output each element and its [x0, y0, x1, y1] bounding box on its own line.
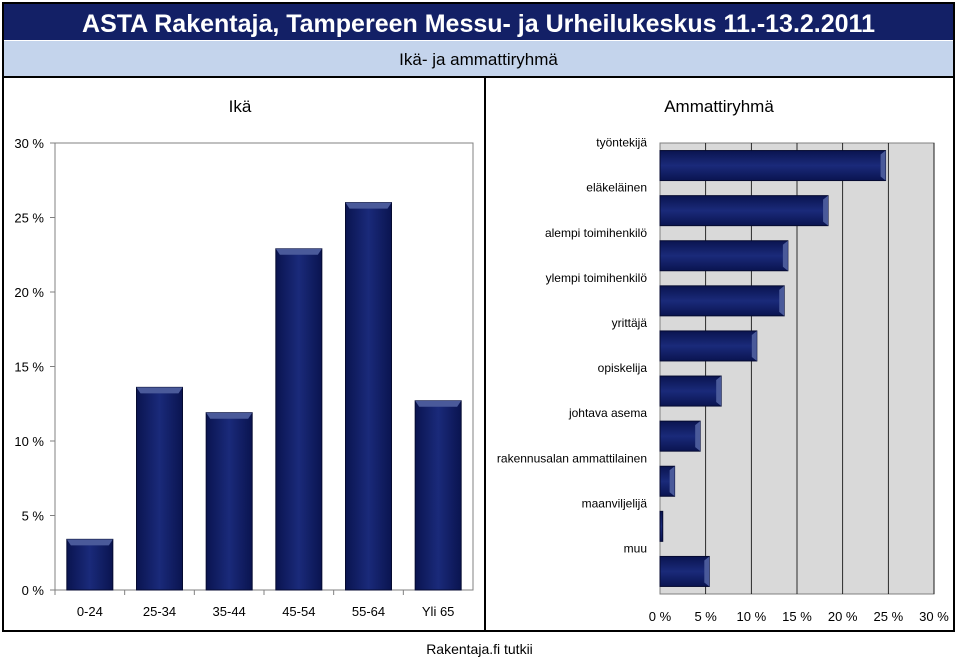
- occupation-category-label: johtava asema: [568, 406, 647, 420]
- age-y-tick-label: 20 %: [14, 285, 44, 300]
- occupation-bar-bevel: [823, 195, 829, 226]
- age-y-tick-label: 0 %: [22, 583, 45, 598]
- age-bar-bevel: [206, 412, 253, 419]
- occupation-bar-bevel: [716, 376, 722, 407]
- age-y-tick-label: 30 %: [14, 136, 44, 151]
- occupation-bar-bevel: [779, 285, 785, 316]
- age-y-tick-label: 5 %: [22, 509, 45, 524]
- occupation-category-label: rakennusalan ammattilainen: [497, 451, 647, 465]
- occupation-x-tick-label: 25 %: [874, 609, 904, 624]
- age-x-tick-label: 0-24: [77, 604, 103, 619]
- age-x-tick-label: 35-44: [213, 604, 246, 619]
- right-chart-title: Ammattiryhmä: [664, 97, 774, 116]
- occupation-bar: [659, 420, 701, 452]
- age-x-tick-label: 25-34: [143, 604, 176, 619]
- age-y-tick-label: 10 %: [14, 434, 44, 449]
- age-bar: [345, 202, 392, 591]
- occupation-bar: [659, 240, 789, 272]
- occupation-bar: [659, 510, 664, 542]
- occupation-category-label: muu: [624, 541, 647, 555]
- age-bar-bevel: [136, 387, 183, 394]
- occupation-category-label: alempi toimihenkilö: [545, 226, 647, 240]
- occupation-bar: [659, 555, 710, 587]
- age-bar-bevel: [275, 248, 322, 255]
- page-title: ASTA Rakentaja, Tampereen Messu- ja Urhe…: [4, 4, 953, 40]
- occupation-bar-bevel: [751, 330, 757, 361]
- age-x-tick-label: 45-54: [282, 604, 315, 619]
- occupation-x-tick-label: 0 %: [649, 609, 672, 624]
- left-chart-title: Ikä: [229, 97, 252, 116]
- occupation-bar-bevel: [782, 240, 788, 271]
- occupation-category-label: maanviljelijä: [582, 496, 648, 510]
- age-y-tick-label: 25 %: [14, 211, 44, 226]
- chart-frame: [2, 2, 955, 632]
- occupation-category-label: opiskelija: [598, 361, 648, 375]
- occupation-x-tick-label: 10 %: [737, 609, 767, 624]
- occupation-category-label: yrittäjä: [612, 316, 648, 330]
- occupation-bar: [659, 375, 722, 407]
- age-bar: [66, 538, 114, 591]
- age-x-tick-label: 55-64: [352, 604, 385, 619]
- panel-divider: [484, 78, 486, 632]
- occupation-x-tick-label: 15 %: [782, 609, 812, 624]
- age-bar: [275, 248, 323, 591]
- age-bar: [414, 400, 462, 591]
- age-bar-bevel: [66, 539, 113, 546]
- occupation-bar: [659, 285, 785, 317]
- page-subtitle: Ikä- ja ammattiryhmä: [4, 40, 953, 78]
- occupation-x-tick-label: 5 %: [694, 609, 717, 624]
- occupation-bar-bevel: [704, 556, 710, 587]
- chart-canvas: Ikä Ammattiryhmä 0 % 5 % 10 % 15 % 20 % 25 % 3…: [14, 97, 949, 624]
- age-bar-bevel: [415, 400, 462, 407]
- occupation-bar: [659, 330, 758, 362]
- occupation-bar-bevel: [695, 421, 701, 452]
- occupation-bar: [659, 195, 829, 227]
- source-note: Rakentaja.fi tutkii: [426, 641, 533, 657]
- age-y-tick-label: 15 %: [14, 360, 44, 375]
- age-x-tick-label: Yli 65: [422, 604, 455, 619]
- occupation-x-tick-label: 30 %: [919, 609, 949, 624]
- age-chart: 0 % 5 % 10 % 15 % 20 % 25 % 30 % 0-24 25-34 35-44…: [14, 136, 474, 619]
- occupation-bar-bevel: [880, 150, 886, 181]
- age-bar-bevel: [345, 202, 392, 209]
- occupation-category-label: työntekijä: [596, 136, 647, 150]
- age-bar: [205, 412, 253, 591]
- age-plot-area: [54, 142, 474, 591]
- age-bar: [136, 386, 183, 591]
- occupation-bar: [659, 150, 887, 182]
- occupation-category-label: ylempi toimihenkilö: [546, 271, 648, 285]
- occupation-category-label: eläkeläinen: [586, 181, 647, 195]
- occupation-bar-bevel: [669, 466, 675, 497]
- occupation-chart: 0 % 5 % 10 % 15 % 20 % 25 % 30 % työntekijä eläk…: [497, 136, 949, 624]
- occupation-x-tick-label: 20 %: [828, 609, 858, 624]
